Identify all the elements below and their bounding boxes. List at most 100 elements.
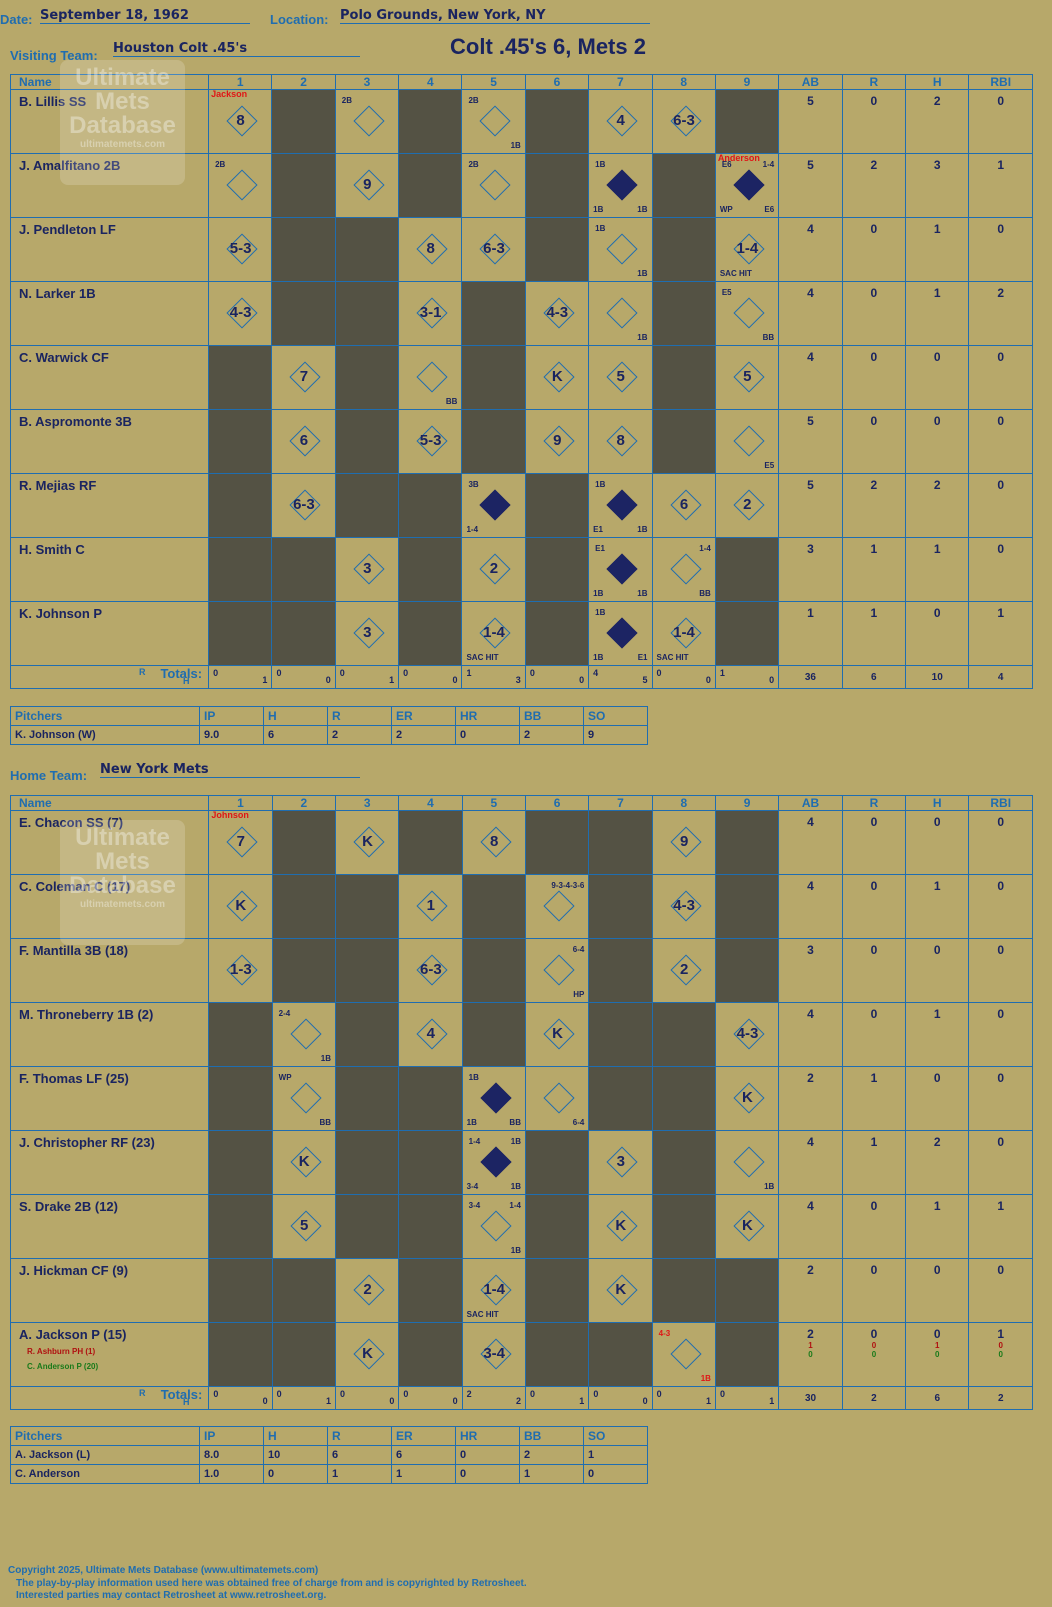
- play-result: 6: [299, 432, 309, 449]
- play-result: 5-3: [229, 240, 252, 257]
- stat-header: R: [841, 795, 907, 811]
- player-stat: 0: [841, 89, 907, 154]
- play-result: 6-3: [673, 112, 695, 129]
- player-stat: 1: [778, 601, 843, 666]
- play-result: K: [615, 1217, 627, 1234]
- play-note: E1: [593, 525, 603, 534]
- pitcher-stat: 1: [391, 1464, 456, 1484]
- inning-cell: [271, 217, 336, 282]
- inning-cell: [208, 473, 273, 538]
- player-name-text: H. Smith C: [19, 542, 85, 557]
- stat-value: 0: [870, 286, 878, 300]
- play-result: 5: [743, 368, 752, 385]
- play-note: 3-4: [468, 1201, 481, 1210]
- stat-value: 0: [870, 1327, 878, 1341]
- player-name-text: J. Christopher RF (23): [19, 1135, 155, 1150]
- player-name-text: N. Larker 1B: [19, 286, 96, 301]
- visitor-scorecard: Name 1 2 3 4 5 6 7 8 9 AB R H RBI B. Lillis SS 8 Jackson…: [9, 74, 1033, 689]
- inning-runs: 0: [213, 668, 219, 678]
- player-stat: 2: [905, 473, 970, 538]
- pitcher-stat: 2: [327, 725, 392, 745]
- inning-cell: [461, 874, 526, 939]
- inning-runs: 1: [466, 668, 472, 678]
- pitcher-change-note: Johnson: [211, 810, 249, 820]
- inning-cell: [651, 153, 716, 218]
- inning-cell: [334, 938, 400, 1003]
- player-stat: 4: [778, 810, 843, 875]
- player-stat: 2: [841, 153, 907, 218]
- play-note: 1B: [637, 333, 648, 342]
- inning-cell: 1B 1B BB: [461, 1066, 526, 1131]
- stat-value: 0: [870, 414, 878, 428]
- inning-cell: [588, 1322, 653, 1387]
- player-stat: 0: [968, 537, 1033, 602]
- inning-cell: [651, 345, 716, 410]
- play-note: 1B: [510, 141, 521, 150]
- play-result: 4-3: [673, 897, 695, 914]
- sub-stat-value: 0: [808, 1350, 813, 1359]
- location-value: Polo Grounds, New York, NY: [340, 8, 650, 24]
- pitcher-stat: 0: [455, 1445, 520, 1465]
- inning-cell: 3: [334, 537, 400, 602]
- player-name: J. Christopher RF (23): [9, 1130, 210, 1195]
- header-row: Name 1 2 3 4 5 6 7 8 9 AB R H RBI: [9, 795, 1033, 811]
- play-note: SAC HIT: [466, 653, 499, 662]
- home-team-label: Home Team:: [10, 768, 88, 783]
- pitcher-stat: 10: [263, 1445, 328, 1465]
- inning-cell: BB: [398, 345, 463, 410]
- inning-hits: 0: [769, 675, 775, 685]
- inning-runs: 0: [656, 1389, 662, 1399]
- inning-cell: [398, 1322, 463, 1387]
- inning-cell: 2: [714, 473, 780, 538]
- copyright-text: Copyright 2025, Ultimate Mets Database (…: [8, 1565, 319, 1576]
- play-note: 1-4: [509, 1201, 521, 1210]
- inning-cell: 3: [588, 1130, 653, 1195]
- player-row: E. Chacon SS (7) 7 Johnson K 8 9 4 0 0 0: [9, 810, 1033, 875]
- player-stat: 1: [905, 1194, 970, 1259]
- inning-cell: 6: [651, 473, 716, 538]
- inning-cell: [524, 810, 590, 875]
- player-stat: 4: [778, 281, 843, 346]
- play-result: 1-4: [483, 624, 505, 641]
- player-stat: 0: [905, 1258, 970, 1323]
- inning-cell: 2B: [334, 89, 400, 154]
- player-name: E. Chacon SS (7): [9, 810, 210, 875]
- inning-cell: 3-4: [461, 1322, 526, 1387]
- pitcher-stat: 6: [263, 725, 328, 745]
- visitor-pitchers-table: Pitchers IP H R ER HR BB SO K. Johnson (W) 9.0 6 2 2…: [10, 706, 648, 745]
- pitcher-stat: 0: [455, 1464, 520, 1484]
- basepath-diamond: [479, 105, 512, 137]
- pitcher-header-cell: H: [263, 1426, 328, 1446]
- play-result: 2: [363, 1281, 372, 1298]
- stat-value: 4: [807, 286, 814, 300]
- pitcher-stat: 0: [455, 725, 520, 745]
- player-name: H. Smith C: [9, 537, 210, 602]
- inning-cell: 6-3: [461, 217, 526, 282]
- total-stat: 4: [968, 665, 1033, 689]
- inning-cell: [714, 1258, 780, 1323]
- player-name: C. Warwick CF: [9, 345, 210, 410]
- stat-value: 5: [807, 478, 814, 492]
- player-name-text: J. Pendleton LF: [19, 222, 116, 237]
- player-stat: 0: [968, 409, 1033, 474]
- player-name: J. Pendleton LF: [9, 217, 210, 282]
- player-row: J. Amalfitano 2B 2B 9 2B 1B 1B 1B E6 1-4 WP E6 Ande…: [9, 153, 1033, 218]
- total-stat: 2: [968, 1386, 1033, 1410]
- inning-runs: 0: [529, 1389, 535, 1399]
- player-stat: 4: [778, 345, 843, 410]
- play-note: 1B: [468, 1073, 479, 1082]
- inning-cell: 1: [398, 874, 463, 939]
- inning-cell: 2-4 1B: [271, 1002, 337, 1067]
- play-note: 1-4: [468, 1137, 481, 1146]
- inning-cell: [271, 938, 337, 1003]
- play-note: 3B: [468, 480, 479, 489]
- basepath-diamond: [480, 1210, 512, 1242]
- inning-cell: [524, 473, 590, 538]
- inning-cell: [208, 1066, 273, 1131]
- player-row: H. Smith C 3 2 E1 1B 1B 1-4 BB 3 1 1 0: [9, 537, 1033, 602]
- player-stat: 1: [905, 537, 970, 602]
- player-stat: 2: [968, 281, 1033, 346]
- inning-cell: [651, 1002, 716, 1067]
